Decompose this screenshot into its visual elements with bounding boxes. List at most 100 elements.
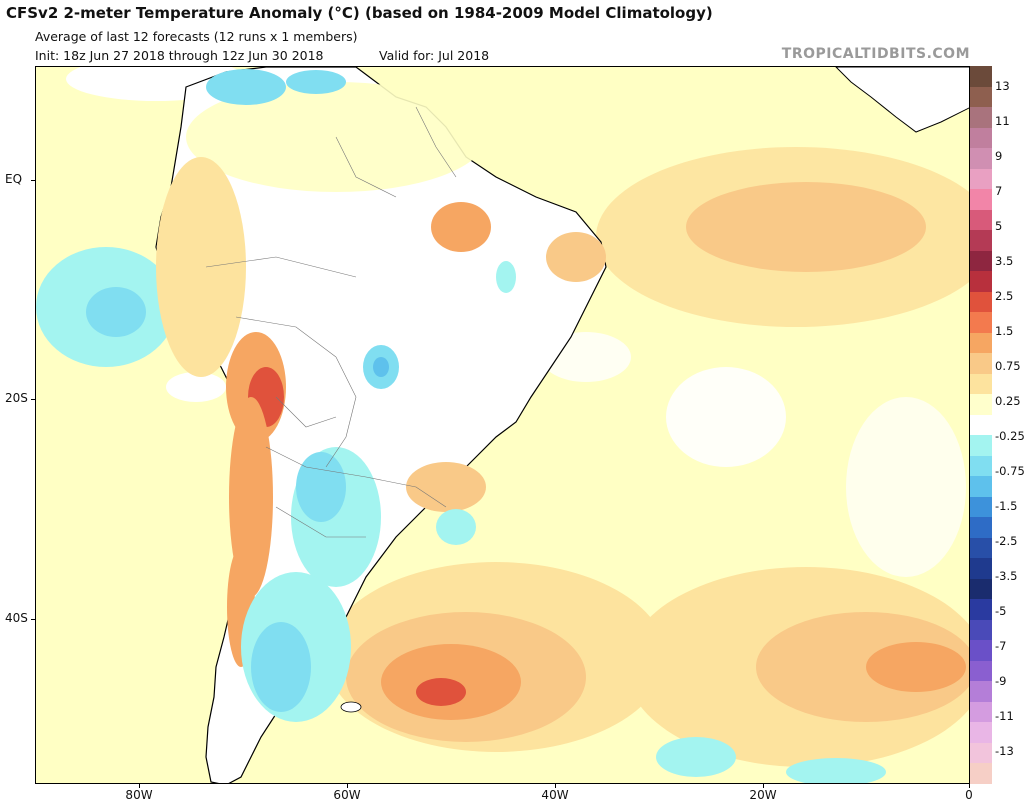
lat-label-40s: 40S [5,611,28,625]
colorbar-swatch [970,209,992,230]
anomaly-neutral-zone [166,372,226,402]
colorbar-swatch [970,435,992,456]
anomaly-cold-zone [786,758,886,783]
valid-text: Valid for: Jul 2018 [379,48,490,63]
colorbar-label: -9 [995,674,1007,688]
africa-landmass [835,67,969,133]
anomaly-warm-zone [866,642,966,692]
lat-label-eq: EQ [5,172,23,186]
colorbar-swatch [970,763,992,784]
lon-tick [139,784,140,788]
colorbar-label: -5 [995,604,1007,618]
anomaly-cold-zone [436,509,476,545]
chart-subtitle: Average of last 12 forecasts (12 runs x … [35,29,358,44]
colorbar-label: 9 [995,149,1003,163]
anomaly-cold-zone [656,737,736,777]
colorbar-label: 0.75 [995,359,1021,373]
anomaly-warm-zone [416,678,466,706]
colorbar-swatch [970,742,992,763]
colorbar-label: 2.5 [995,289,1014,303]
anomaly-warm-zone [686,182,926,272]
colorbar-label: 0.25 [995,394,1021,408]
country-borders [205,106,457,538]
colorbar-swatch [970,558,992,579]
colorbar-swatch [970,660,992,681]
colorbar-swatch [970,517,992,538]
anomaly-cold-zone [373,357,389,377]
anomaly-warm-zone [156,157,246,377]
lat-label-20s: 20S [5,391,28,405]
colorbar-swatch [970,619,992,640]
colorbar-label: 7 [995,184,1003,198]
colorbar-swatch [970,353,992,374]
colorbar-label: -0.25 [995,429,1024,443]
colorbar-label: 5 [995,219,1003,233]
colorbar-swatch [970,414,992,435]
colorbar-label: -2.5 [995,534,1018,548]
colorbar-swatch [970,578,992,599]
colorbar-swatch [970,271,992,292]
colorbar-label: 11 [995,114,1010,128]
colorbar-swatch [970,127,992,148]
anomaly-cold-zone [286,70,346,94]
colorbar-swatch [970,312,992,333]
colorbar-swatch [970,291,992,312]
anomaly-warm-zone [406,462,486,512]
anomaly-warm-zone [229,397,273,597]
colorbar-swatch [970,599,992,620]
anomaly-cold-zone [86,287,146,337]
colorbar-swatch [970,476,992,497]
colorbar-label: -3.5 [995,569,1018,583]
colorbar-swatch [970,86,992,107]
init-text: Init: 18z Jun 27 2018 through 12z Jun 30… [35,48,324,63]
colorbar-swatch [970,455,992,476]
colorbar-label: -1.5 [995,499,1018,513]
colorbar-swatch [970,496,992,517]
lon-label-40w: 40W [541,788,569,802]
colorbar-swatch [970,148,992,169]
falkland-islands [340,701,362,713]
colorbar-swatch [970,701,992,722]
colorbar-label: -13 [995,744,1014,758]
lon-label-60w: 60W [333,788,361,802]
chart-title: CFSv2 2-meter Temperature Anomaly (°C) (… [6,4,713,22]
anomaly-neutral-zone [846,397,966,577]
colorbar-swatch [970,168,992,189]
colorbar-swatch [970,332,992,353]
lon-tick [969,784,970,788]
colorbar-label: -7 [995,639,1007,653]
map-canvas [36,67,969,783]
colorbar-label: 1.5 [995,324,1014,338]
colorbar [970,66,992,784]
anomaly-warm-zone [546,232,606,282]
colorbar-label: 13 [995,79,1010,93]
colorbar-label: -0.75 [995,464,1024,478]
colorbar-swatch [970,373,992,394]
colorbar-swatch [970,250,992,271]
colorbar-swatch [970,189,992,210]
anomaly-map[interactable] [35,66,970,784]
lat-tick [31,180,35,181]
colorbar-swatch [970,230,992,251]
lat-tick [31,619,35,620]
anomaly-cold-zone [251,622,311,712]
anomaly-warm-zone [431,202,491,252]
lon-label-0: 0 [965,788,973,802]
colorbar-label: 3.5 [995,254,1014,268]
colorbar-swatch [970,107,992,128]
lon-tick [347,784,348,788]
anomaly-cold-zone [496,261,516,293]
colorbar-swatch [970,722,992,743]
colorbar-swatch [970,394,992,415]
colorbar-label: -11 [995,709,1014,723]
lat-tick [31,399,35,400]
colorbar-swatch [970,66,992,87]
lon-label-20w: 20W [749,788,777,802]
anomaly-cold-zone [296,452,346,522]
colorbar-swatch [970,681,992,702]
lon-tick [763,784,764,788]
lon-tick [555,784,556,788]
brand-watermark[interactable]: TROPICALTIDBITS.COM [781,46,970,62]
anomaly-cold-zone [206,69,286,105]
anomaly-warm-zone [756,612,969,722]
